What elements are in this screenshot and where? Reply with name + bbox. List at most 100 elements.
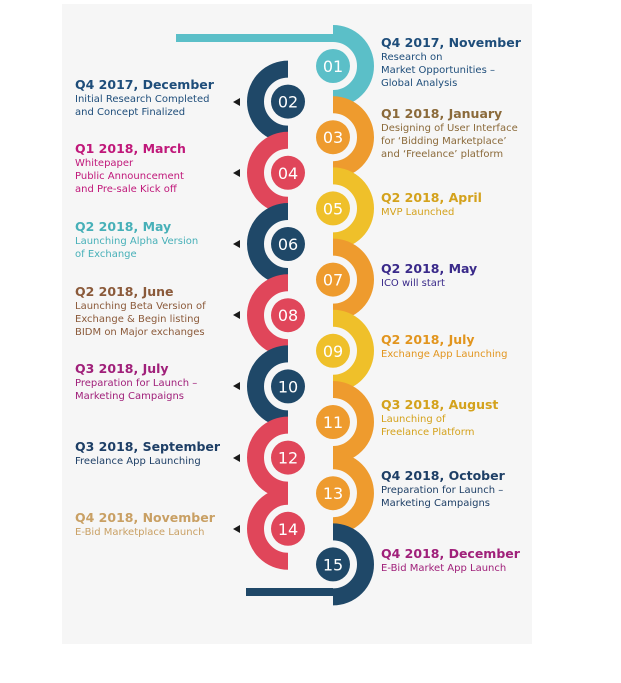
- milestone-label-11: Q3 2018, August Launching of Freelance Pl…: [381, 397, 616, 439]
- milestone-number-06: 06: [278, 235, 298, 254]
- milestone-number-13: 13: [323, 484, 343, 503]
- milestone-label-02: Q4 2017, December Initial Research Comple…: [75, 77, 235, 119]
- milestone-period: Q1 2018, March: [75, 141, 186, 156]
- milestone-description: MVP Launched: [381, 207, 455, 218]
- milestone-node-02: 02: [271, 84, 305, 119]
- milestone-period: Q4 2017, December: [75, 77, 214, 92]
- milestone-node-04: 04: [271, 155, 305, 190]
- milestone-description: ICO will start: [381, 278, 445, 289]
- milestone-label-06: Q2 2018, May Launching Alpha Version of E…: [75, 219, 235, 261]
- milestone-node-08: 08: [271, 298, 305, 333]
- milestone-description: Launching Beta Version of Exchange & Beg…: [75, 301, 206, 338]
- milestone-description: Launching Alpha Version of Exchange: [75, 236, 199, 260]
- milestone-period: Q2 2018, July: [381, 332, 475, 347]
- milestone-period: Q3 2018, July: [75, 361, 169, 376]
- milestone-node-09: 09: [316, 333, 350, 368]
- milestone-number-07: 07: [323, 271, 343, 290]
- timeline-arc-02: [247, 60, 289, 143]
- milestone-label-15: Q4 2018, December E-Bid Market App Launch: [381, 546, 616, 575]
- milestone-node-01: 01: [316, 49, 350, 83]
- milestone-dot-13: [316, 476, 350, 511]
- milestone-label-07: Q2 2018, May ICO will start: [381, 261, 616, 290]
- timeline-arc-03: [332, 96, 374, 179]
- milestone-label-03: Q1 2018, January Designing of User Interf…: [381, 106, 616, 161]
- milestone-number-15: 15: [323, 555, 343, 574]
- milestone-description: Preparation for Launch – Marketing Campa…: [381, 485, 504, 509]
- milestone-period: Q4 2017, November: [381, 35, 521, 50]
- milestone-number-03: 03: [323, 128, 343, 147]
- milestone-dot-02: [271, 84, 305, 119]
- milestone-label-04: Q1 2018, March Whitepaper Public Announce…: [75, 141, 235, 196]
- milestone-period: Q2 2018, May: [381, 261, 478, 276]
- milestone-number-12: 12: [278, 449, 298, 468]
- milestone-period: Q2 2018, May: [75, 219, 172, 234]
- milestone-dot-07: [316, 262, 350, 297]
- timeline-arc-15: [332, 523, 374, 606]
- milestone-period: Q1 2018, January: [381, 106, 503, 121]
- timeline-arc-07: [332, 238, 374, 321]
- pointer-icon: [233, 240, 240, 248]
- pointer-icon: [233, 311, 240, 319]
- milestone-period: Q4 2018, December: [381, 546, 520, 561]
- milestone-description: Designing of User Interface for ‘Bidding…: [381, 123, 518, 160]
- pointer-icon: [233, 454, 240, 462]
- timeline-arc-01: [332, 25, 374, 107]
- milestone-label-01: Q4 2017, November Research on Market Oppo…: [381, 35, 616, 90]
- milestone-number-05: 05: [323, 199, 343, 218]
- milestone-period: Q3 2018, September: [75, 439, 221, 454]
- timeline-arc-10: [247, 345, 289, 428]
- milestone-description: Preparation for Launch – Marketing Campa…: [75, 378, 198, 402]
- milestone-dot-09: [316, 333, 350, 368]
- milestone-description: Initial Research Completed and Concept F…: [75, 94, 210, 118]
- milestone-period: Q2 2018, June: [75, 284, 174, 299]
- milestone-node-12: 12: [271, 440, 305, 475]
- milestone-label-10: Q3 2018, July Preparation for Launch – Ma…: [75, 361, 235, 403]
- milestone-description: Launching of Freelance Platform: [381, 414, 475, 438]
- milestone-label-13: Q4 2018, October Preparation for Launch –…: [381, 468, 616, 510]
- milestone-dot-12: [271, 440, 305, 475]
- milestone-dot-15: [316, 547, 350, 582]
- timeline-arc-14: [247, 487, 289, 570]
- milestone-description: Freelance App Launching: [75, 456, 201, 467]
- milestone-node-13: 13: [316, 476, 350, 511]
- milestone-description: Exchange App Launching: [381, 349, 508, 360]
- milestone-description: E-Bid Marketplace Launch: [75, 527, 205, 538]
- milestone-label-08: Q2 2018, June Launching Beta Version of E…: [75, 284, 235, 339]
- milestone-dot-14: [271, 511, 305, 546]
- timeline-arc-05: [332, 167, 374, 250]
- timeline-arc-11: [332, 381, 374, 463]
- timeline-arc-04: [247, 131, 289, 214]
- milestone-node-05: 05: [316, 191, 350, 226]
- milestone-label-12: Q3 2018, September Freelance App Launchin…: [75, 439, 235, 468]
- milestone-number-11: 11: [323, 413, 343, 432]
- milestone-description: E-Bid Market App Launch: [381, 563, 507, 574]
- milestone-node-11: 11: [316, 405, 350, 439]
- milestone-number-09: 09: [323, 342, 343, 361]
- milestone-period: Q3 2018, August: [381, 397, 499, 412]
- pointer-icon: [233, 98, 240, 106]
- milestone-number-01: 01: [323, 57, 343, 76]
- milestone-node-03: 03: [316, 120, 350, 155]
- milestone-dot-11: [316, 405, 350, 439]
- pointer-icon: [233, 382, 240, 390]
- milestone-node-10: 10: [271, 369, 305, 404]
- milestone-description: Research on Market Opportunities – Globa…: [381, 52, 495, 89]
- milestone-period: Q4 2018, October: [381, 468, 505, 483]
- milestone-dot-08: [271, 298, 305, 333]
- milestone-node-15: 15: [316, 547, 350, 582]
- milestone-node-07: 07: [316, 262, 350, 297]
- milestone-dot-10: [271, 369, 305, 404]
- milestone-number-10: 10: [278, 377, 298, 396]
- milestone-dot-04: [271, 155, 305, 190]
- milestone-dot-03: [316, 120, 350, 155]
- milestone-period: Q2 2018, April: [381, 190, 482, 205]
- pointer-icon: [233, 525, 240, 533]
- milestone-node-14: 14: [271, 511, 305, 546]
- milestone-number-04: 04: [278, 164, 298, 183]
- milestone-number-14: 14: [278, 520, 298, 539]
- milestone-description: Whitepaper Public Announcement and Pre-s…: [75, 158, 184, 195]
- milestone-number-08: 08: [278, 306, 298, 325]
- milestone-label-05: Q2 2018, April MVP Launched: [381, 190, 616, 219]
- milestone-number-02: 02: [278, 93, 298, 112]
- timeline-arc-09: [332, 309, 374, 392]
